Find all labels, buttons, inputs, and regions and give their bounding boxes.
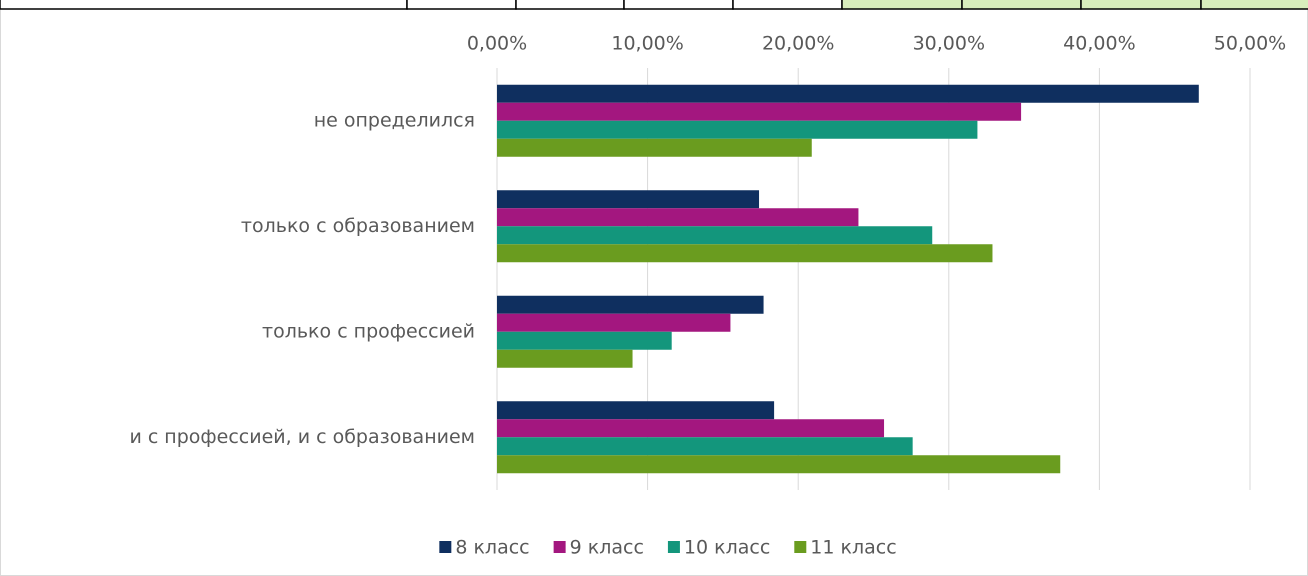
y-tick-label: не определился <box>314 109 475 131</box>
table-cell <box>732 0 843 10</box>
bar <box>497 331 672 350</box>
x-tick-label: 50,00% <box>1214 33 1286 55</box>
legend-label: 9 класс <box>570 537 644 559</box>
bar <box>497 208 859 227</box>
table-cell <box>841 0 963 10</box>
table-cell <box>406 0 517 10</box>
legend-label: 8 класс <box>455 537 529 559</box>
table-cell <box>515 0 625 10</box>
bar <box>497 437 913 456</box>
bar <box>497 295 764 314</box>
x-tick-label: 30,00% <box>913 33 985 55</box>
bar <box>497 84 1199 103</box>
y-tick-label: и с профессией, и с образованием <box>129 426 475 448</box>
x-tick-label: 40,00% <box>1063 33 1135 55</box>
bar <box>497 120 978 139</box>
bar <box>497 419 885 438</box>
y-tick-label: только с образованием <box>241 215 475 237</box>
table-cell <box>1200 0 1308 10</box>
table-cell <box>623 0 734 10</box>
table-cell <box>1080 0 1202 10</box>
bar <box>497 349 633 368</box>
legend-swatch <box>667 541 680 553</box>
legend-label: 10 класс <box>684 537 770 559</box>
bar <box>497 455 1061 474</box>
bar <box>497 244 993 263</box>
x-tick-label: 20,00% <box>762 33 834 55</box>
bar <box>497 102 1022 121</box>
x-tick-label: 10,00% <box>611 33 683 55</box>
bar <box>497 313 731 332</box>
table-cell <box>0 0 408 10</box>
table-cell <box>961 0 1082 10</box>
y-tick-label: только с профессией <box>262 320 475 342</box>
bar <box>497 401 775 420</box>
x-tick-label: 0,00% <box>467 33 527 55</box>
table-strip <box>0 0 1308 10</box>
legend-swatch <box>794 541 807 553</box>
legend-swatch <box>553 541 566 553</box>
legend-swatch <box>439 541 452 553</box>
bar <box>497 190 760 209</box>
bar <box>497 138 812 157</box>
legend-label: 11 класс <box>810 537 896 559</box>
bar <box>497 226 933 245</box>
